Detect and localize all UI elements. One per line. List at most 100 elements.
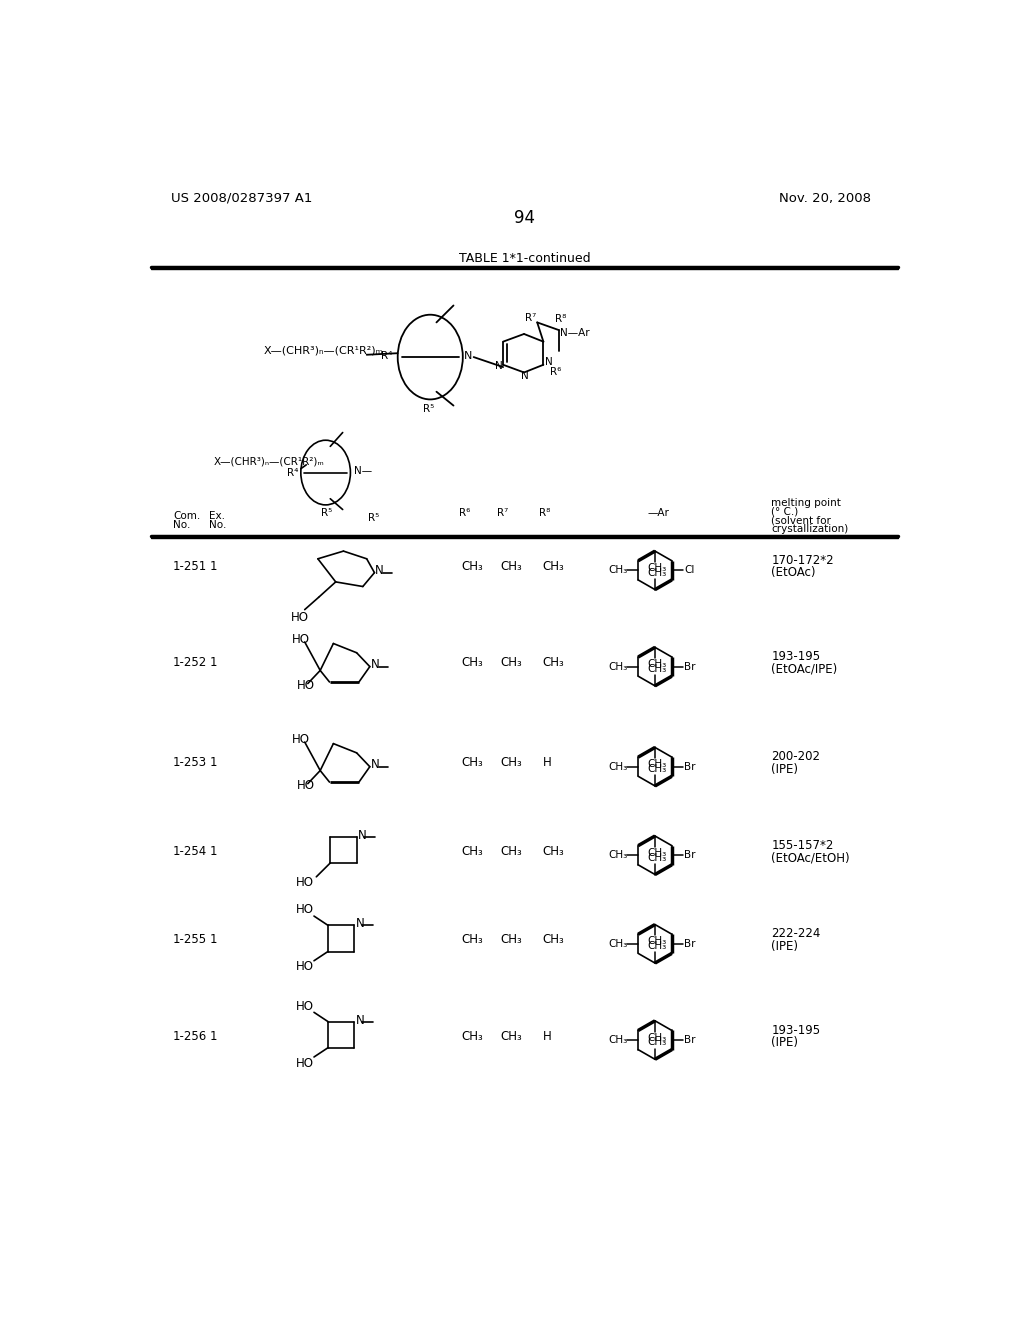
Text: H: H: [543, 756, 551, 770]
Text: CH₃: CH₃: [461, 845, 483, 858]
Text: CH₃: CH₃: [461, 1030, 483, 1043]
Text: CH₃: CH₃: [647, 847, 667, 858]
Text: 193-195: 193-195: [771, 1023, 820, 1036]
Text: R⁵: R⁵: [321, 508, 332, 517]
Text: X—(CHR³)ₙ—(CR¹R²)ₘ: X—(CHR³)ₙ—(CR¹R²)ₘ: [213, 455, 324, 466]
Text: N: N: [545, 358, 553, 367]
Text: CH₃: CH₃: [647, 936, 667, 946]
Text: CH₃: CH₃: [609, 661, 628, 672]
Text: CH₃: CH₃: [543, 845, 564, 858]
Text: CH₃: CH₃: [609, 1035, 628, 1045]
Text: HO: HO: [297, 779, 315, 792]
Text: CH₃: CH₃: [500, 845, 522, 858]
Text: 1-253: 1-253: [173, 756, 207, 770]
Text: 1: 1: [209, 933, 217, 946]
Text: (IPE): (IPE): [771, 1036, 799, 1049]
Text: R⁵: R⁵: [423, 404, 434, 413]
Text: 94: 94: [514, 210, 536, 227]
Text: crystallization): crystallization): [771, 524, 849, 533]
Text: H: H: [543, 1030, 551, 1043]
Text: No.: No.: [173, 520, 190, 529]
Text: N—Ar: N—Ar: [560, 329, 590, 338]
Text: Br: Br: [684, 762, 695, 772]
Text: HO: HO: [295, 903, 313, 916]
Text: Br: Br: [684, 1035, 695, 1045]
Text: (IPE): (IPE): [771, 763, 799, 776]
Text: CH₃: CH₃: [647, 659, 667, 669]
Text: Com.: Com.: [173, 511, 201, 521]
Text: CH₃: CH₃: [461, 656, 483, 669]
Text: 1-255: 1-255: [173, 933, 207, 946]
Text: (solvent for: (solvent for: [771, 515, 831, 525]
Text: 1: 1: [209, 756, 217, 770]
Text: Br: Br: [684, 850, 695, 861]
Text: N: N: [372, 657, 380, 671]
Text: CH₃: CH₃: [543, 560, 564, 573]
Text: N: N: [375, 564, 384, 577]
Text: CH₃: CH₃: [500, 560, 522, 573]
Text: (EtOAc/EtOH): (EtOAc/EtOH): [771, 851, 850, 865]
Text: 1-252: 1-252: [173, 656, 207, 669]
Text: 1-251: 1-251: [173, 560, 207, 573]
Text: CH₃: CH₃: [543, 656, 564, 669]
Text: —Ar: —Ar: [647, 508, 669, 517]
Text: CH₃: CH₃: [500, 756, 522, 770]
Text: HO: HO: [292, 733, 310, 746]
Text: R⁴: R⁴: [381, 351, 392, 360]
Text: 170-172*2: 170-172*2: [771, 554, 834, 566]
Text: CH₃: CH₃: [609, 762, 628, 772]
Text: No.: No.: [209, 520, 226, 529]
Text: R⁵: R⁵: [369, 513, 380, 523]
Text: HO: HO: [295, 999, 313, 1012]
Text: CH₃: CH₃: [647, 759, 667, 770]
Text: 1: 1: [209, 845, 217, 858]
Text: R⁷: R⁷: [524, 313, 536, 323]
Text: CH₃: CH₃: [500, 656, 522, 669]
Text: R⁸: R⁸: [555, 314, 566, 323]
Text: 193-195: 193-195: [771, 649, 820, 663]
Text: N: N: [372, 758, 380, 771]
Text: R⁶: R⁶: [459, 508, 470, 517]
Text: HO: HO: [295, 961, 313, 973]
Text: R⁴: R⁴: [287, 467, 298, 478]
Text: N: N: [356, 917, 365, 931]
Text: (EtOAc): (EtOAc): [771, 566, 816, 579]
Text: N: N: [356, 1014, 365, 1027]
Text: R⁷: R⁷: [497, 508, 508, 517]
Text: HO: HO: [295, 1056, 313, 1069]
Text: 1: 1: [209, 656, 217, 669]
Text: CH₃: CH₃: [461, 756, 483, 770]
Text: US 2008/0287397 A1: US 2008/0287397 A1: [171, 191, 312, 205]
Text: R⁶: R⁶: [550, 367, 561, 378]
Text: HO: HO: [295, 875, 313, 888]
Text: (° C.): (° C.): [771, 507, 799, 517]
Text: CH₃: CH₃: [609, 850, 628, 861]
Text: 155-157*2: 155-157*2: [771, 838, 834, 851]
Text: N: N: [464, 351, 473, 360]
Text: CH₃: CH₃: [609, 565, 628, 576]
Text: R⁸: R⁸: [539, 508, 550, 517]
Text: (EtOAc/IPE): (EtOAc/IPE): [771, 663, 838, 676]
Text: HO: HO: [292, 634, 310, 647]
Text: CH₃: CH₃: [500, 1030, 522, 1043]
Text: HO: HO: [297, 680, 315, 693]
Text: CH₃: CH₃: [543, 933, 564, 946]
Text: CH₃: CH₃: [647, 664, 667, 675]
Text: CH₃: CH₃: [647, 764, 667, 774]
Text: CH₃: CH₃: [647, 1032, 667, 1043]
Text: Cl: Cl: [684, 565, 694, 576]
Text: X—(CHR³)ₙ—(CR¹R²)ₘ: X—(CHR³)ₙ—(CR¹R²)ₘ: [263, 346, 383, 356]
Text: Br: Br: [684, 939, 695, 949]
Text: TABLE 1*1-continued: TABLE 1*1-continued: [459, 252, 591, 265]
Text: 1: 1: [209, 560, 217, 573]
Text: CH₃: CH₃: [647, 568, 667, 578]
Text: CH₃: CH₃: [609, 939, 628, 949]
Text: Nov. 20, 2008: Nov. 20, 2008: [779, 191, 871, 205]
Text: 1: 1: [209, 1030, 217, 1043]
Text: N: N: [358, 829, 367, 842]
Text: melting point: melting point: [771, 499, 841, 508]
Text: HO: HO: [291, 611, 309, 624]
Text: CH₃: CH₃: [647, 1038, 667, 1047]
Text: CH₃: CH₃: [461, 560, 483, 573]
Text: 200-202: 200-202: [771, 750, 820, 763]
